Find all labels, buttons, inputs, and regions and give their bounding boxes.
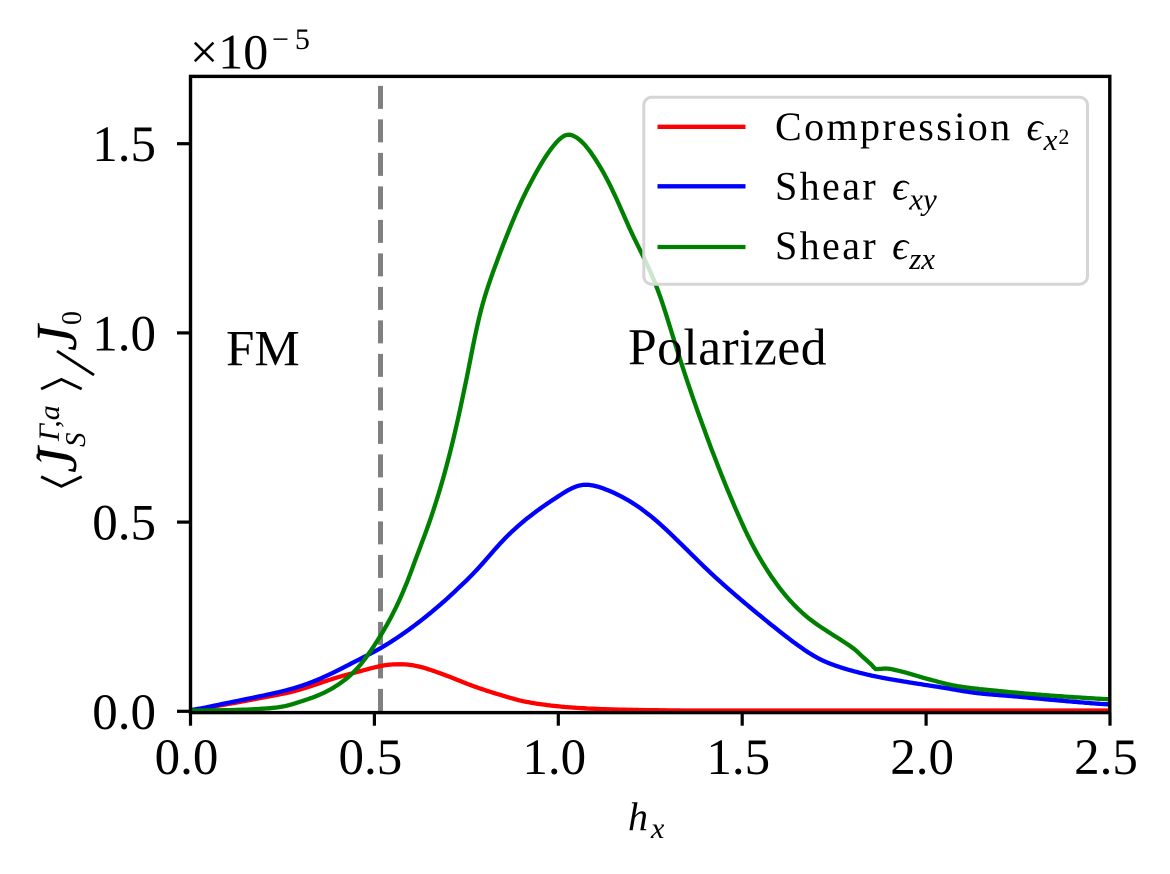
svg-text:−5: −5 bbox=[272, 23, 316, 56]
svg-text:ˆ: ˆ bbox=[31, 450, 68, 462]
svg-text:S: S bbox=[60, 432, 92, 447]
svg-text:0: 0 bbox=[57, 311, 88, 325]
svg-text:J: J bbox=[24, 444, 89, 473]
svg-text:Γ,a: Γ,a bbox=[33, 405, 66, 442]
svg-text:hx: hx bbox=[628, 794, 665, 845]
svg-text:0.0: 0.0 bbox=[92, 685, 156, 741]
svg-text:FM: FM bbox=[226, 321, 300, 377]
svg-text:2.0: 2.0 bbox=[890, 730, 954, 786]
svg-text:J: J bbox=[24, 322, 89, 351]
svg-text:1.5: 1.5 bbox=[92, 117, 156, 173]
svg-text:1.5: 1.5 bbox=[706, 730, 770, 786]
svg-text:×10: ×10 bbox=[190, 24, 268, 80]
svg-text:Polarized: Polarized bbox=[628, 319, 827, 376]
svg-text:0.0: 0.0 bbox=[155, 730, 219, 786]
svg-text:1.0: 1.0 bbox=[522, 730, 586, 786]
svg-text:2.5: 2.5 bbox=[1074, 730, 1138, 786]
svg-text:0.5: 0.5 bbox=[92, 496, 156, 552]
svg-text:1.0: 1.0 bbox=[92, 306, 156, 362]
svg-text:0.5: 0.5 bbox=[339, 730, 403, 786]
